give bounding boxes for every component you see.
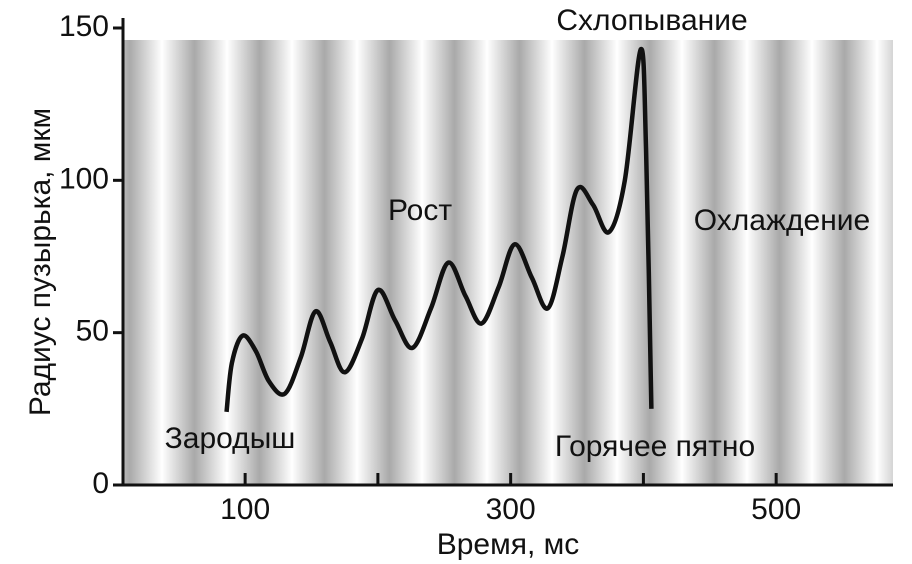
y-tick-label: 100 xyxy=(59,162,109,195)
annotation: Зародыш xyxy=(165,422,296,455)
annotation: Рост xyxy=(388,194,452,227)
y-tick-label: 150 xyxy=(59,10,109,43)
annotation: Схлопывание xyxy=(556,4,747,37)
y-tick-label: 50 xyxy=(76,315,109,348)
radius-line xyxy=(224,46,654,413)
x-tick-label: 300 xyxy=(486,493,536,526)
x-tick-label: 500 xyxy=(751,493,801,526)
y-tick-label: 0 xyxy=(92,467,109,500)
y-axis-label: Радиус пузырька, мкм xyxy=(24,108,57,416)
x-tick-label: 100 xyxy=(220,493,270,526)
x-axis-label: Время, мс xyxy=(437,528,580,561)
annotation: Охлаждение xyxy=(694,204,870,237)
annotation: Горячее пятно xyxy=(555,430,755,463)
